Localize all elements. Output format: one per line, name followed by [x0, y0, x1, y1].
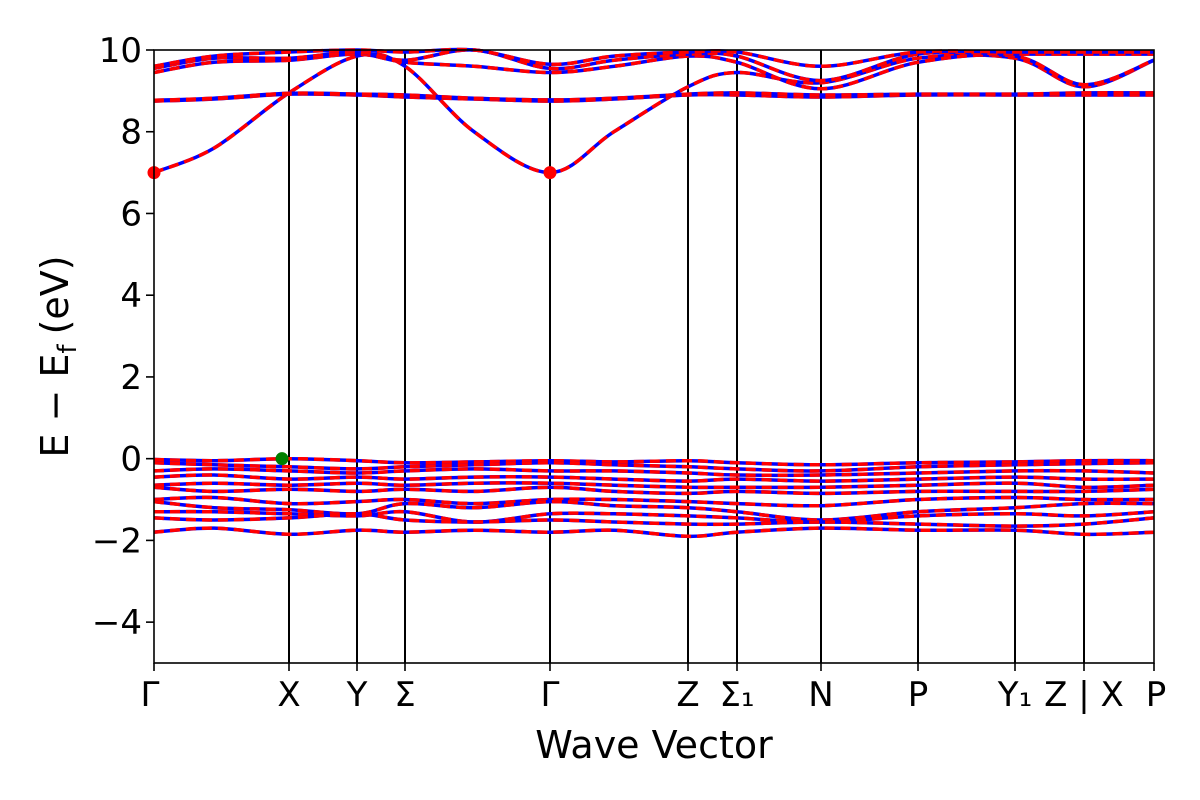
band-spin-down-line	[153, 512, 1155, 528]
band-spin-down-line	[153, 485, 1155, 496]
band-spin-down-line	[153, 495, 1155, 508]
y-tick-label: 0	[120, 440, 142, 480]
band-spin-down-line	[153, 526, 1155, 539]
band-spin-down-line	[153, 461, 1155, 473]
x-tick-label: X	[277, 675, 300, 715]
y-tick-label: 2	[120, 358, 142, 398]
band-lines	[153, 47, 1155, 539]
x-tick-label: Y	[346, 675, 368, 715]
y-tick-label: −4	[92, 603, 142, 643]
x-axis-ticks: Γ X Y Σ Γ Z Σ₁ N P Y₁ Z | X P	[141, 663, 1167, 715]
band-spin-down-line	[153, 481, 1155, 490]
x-tick-label: N	[808, 675, 833, 715]
x-tick-label: P	[908, 675, 929, 715]
band-spin-down-line	[153, 467, 1155, 478]
x-tick-label: Y₁	[997, 675, 1032, 715]
x-tick-label: Γ	[141, 675, 160, 715]
x-tick-label: Σ	[394, 675, 415, 715]
band-spin-down-line	[153, 473, 1155, 483]
band-spin-down-line	[153, 52, 1155, 175]
extrema-markers	[147, 166, 557, 466]
cbm-marker	[543, 166, 557, 180]
high-symmetry-lines	[288, 50, 1085, 663]
x-tick-label: P	[1146, 675, 1167, 715]
y-axis-ticks: −4 −2 0 2 4 6 8 10	[92, 31, 154, 643]
band-spin-down-line	[153, 499, 1155, 522]
y-tick-label: −2	[92, 521, 142, 561]
x-tick-label: Σ₁	[719, 675, 754, 715]
band-spin-down-line	[153, 456, 1155, 467]
y-tick-label: 8	[120, 113, 142, 153]
y-axis-title: E − Ef(eV)	[33, 255, 83, 457]
x-tick-label: Z	[676, 675, 699, 715]
y-tick-label: 10	[99, 31, 142, 71]
vbm-marker	[275, 452, 289, 466]
plot-frame	[153, 49, 1155, 664]
x-tick-label: Γ	[541, 675, 560, 715]
x-tick-label: Z | X	[1044, 675, 1124, 715]
y-tick-label: 6	[120, 194, 142, 234]
band-spin-down-line	[153, 47, 1154, 69]
y-tick-label: 4	[120, 276, 142, 316]
band-spin-up-line	[153, 52, 1155, 175]
band-spin-down-line	[153, 91, 1155, 103]
x-axis-title: Wave Vector	[535, 723, 773, 767]
